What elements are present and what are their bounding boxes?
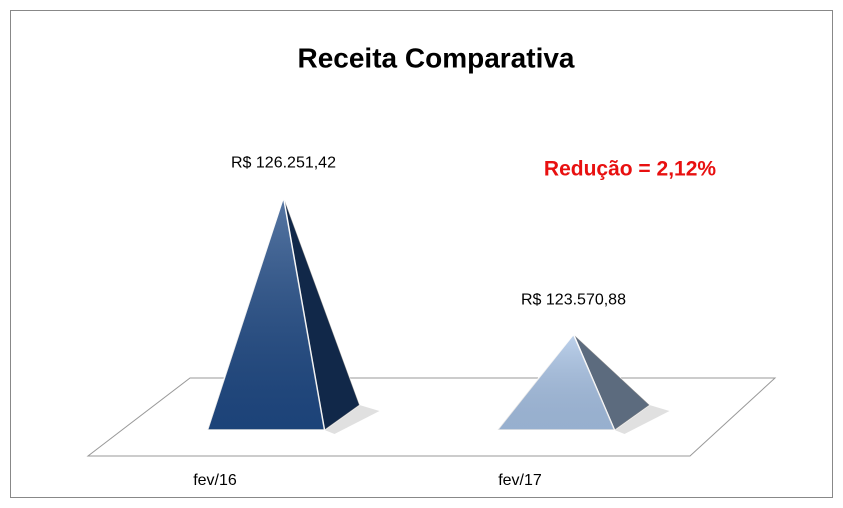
annotation: Redução = 2,12%	[544, 158, 716, 181]
floor	[86, 377, 777, 457]
pyramid-shadow	[614, 405, 670, 434]
pyramid-side-shade	[573, 334, 650, 430]
pyramid-front-shade	[497, 334, 615, 430]
data-label: R$ 126.251,42	[231, 154, 336, 171]
pyramid-side-shade	[283, 197, 360, 430]
data-label: R$ 123.570,88	[521, 292, 626, 309]
x-tick-label: fev/17	[498, 472, 542, 489]
pyramid-front-shade	[207, 197, 325, 430]
chart-title: Receita Comparativa	[297, 42, 574, 73]
pyramid-shadow	[324, 405, 380, 434]
x-tick-label: fev/16	[193, 472, 237, 489]
